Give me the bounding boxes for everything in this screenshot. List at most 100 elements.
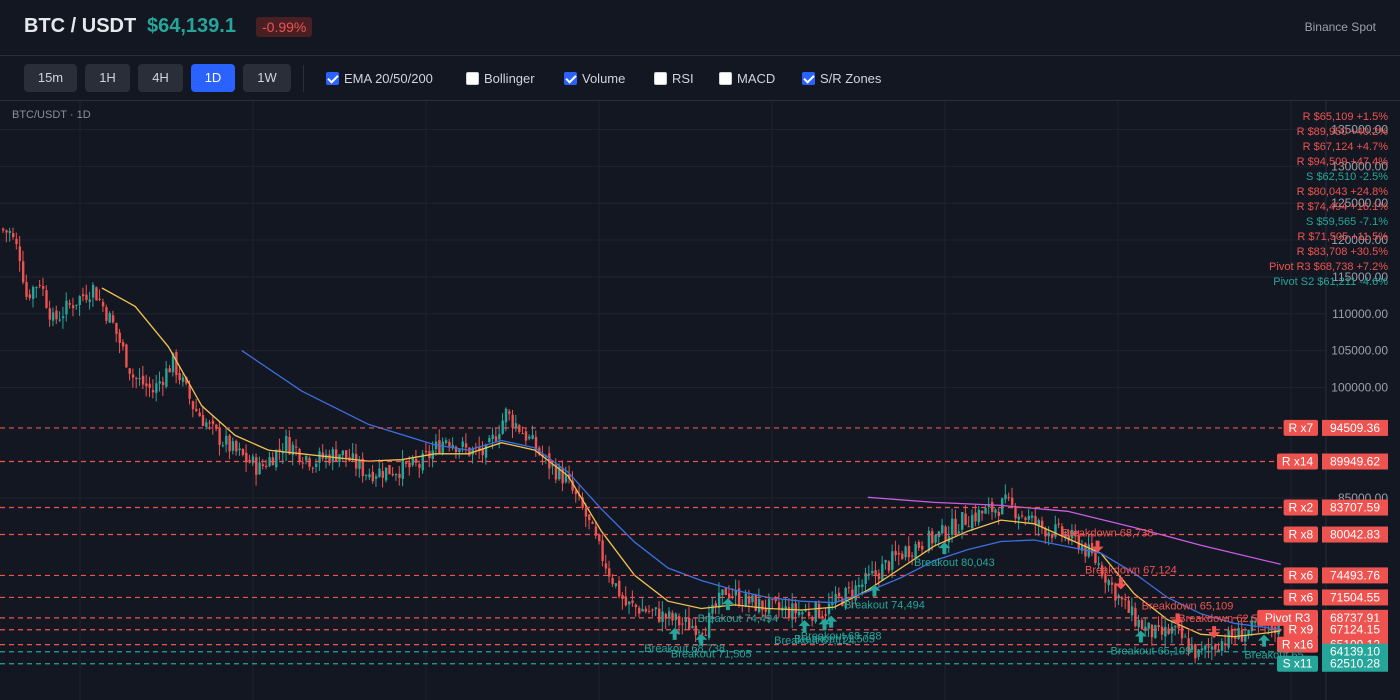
arrow-up-icon [825,615,838,628]
candle [145,374,148,397]
macd-checkbox[interactable] [719,72,732,85]
candle-body [757,598,761,613]
signal-label: Breakout 80,043 [914,557,995,569]
breakout-signal: Breakout 80,043 [914,542,995,569]
candle-body [837,592,841,597]
resistance-tag: R x7 [1288,421,1313,435]
candle-body [391,473,395,476]
candle-body [361,458,365,477]
level-list-item: R $89,950 +40.2% [1297,126,1389,138]
breakout-signal: Breakout 71,505 [671,633,752,661]
volume-checkbox[interactable] [564,72,577,85]
sr-zones-checkbox[interactable] [802,72,815,85]
candle [641,598,644,612]
candle-body [794,603,797,614]
toggle-macd[interactable]: MACD [719,71,775,86]
toggle-ema[interactable]: EMA 20/50/200 [326,71,433,86]
candle-body [35,287,38,289]
breakout-signal: Breakout 65 [1244,634,1304,662]
candle-body [971,514,974,529]
candle [697,629,701,643]
bollinger-checkbox[interactable] [466,72,479,85]
candle [771,598,774,609]
candle [1184,633,1187,638]
candle-body [721,589,724,596]
candle-body [248,459,251,463]
candle [148,376,151,397]
candle-body [664,613,668,619]
level-list-item: R $65,109 +1.5% [1303,111,1389,123]
candle [664,612,668,629]
candle [757,588,761,614]
candle [887,560,891,574]
candle-body [817,603,821,619]
y-tick-label: 100000.00 [1331,380,1388,394]
toggle-bollinger[interactable]: Bollinger [466,71,535,86]
timeframe-4h-button[interactable]: 4H [138,64,183,92]
candle-body [48,308,52,320]
candle [461,437,464,453]
candle-body [1060,526,1064,537]
candle-body [1244,635,1247,642]
candle [1084,542,1087,563]
timeframe-1w-button[interactable]: 1W [243,64,291,92]
timeframe-1h-button[interactable]: 1H [85,64,130,92]
candle-body [551,463,554,467]
candle [654,607,658,616]
candle-body [1117,595,1120,599]
candle [581,492,584,510]
candle-body [994,509,997,513]
candle-body [1217,649,1220,652]
candle-body [984,507,987,514]
candle-body [917,541,921,548]
candle [514,414,518,432]
rsi-checkbox[interactable] [654,72,667,85]
candle [867,565,871,581]
candle [704,627,708,637]
resistance-level: R x9 67124.15 [0,621,1388,638]
candle [191,400,195,418]
candle [1117,593,1120,605]
breakout-signal: Breakout 68,738 [644,627,725,655]
candle [761,600,764,618]
candle-body [921,545,924,550]
candle-body [997,511,1001,516]
candle-body [141,375,145,385]
candle [1057,518,1061,529]
arrow-up-icon [721,598,734,611]
candle-body [841,598,844,606]
candle [1004,484,1007,504]
toggle-rsi[interactable]: RSI [654,71,694,86]
candle [917,539,921,551]
candle [1157,616,1160,632]
candle [388,464,391,475]
toggle-volume[interactable]: Volume [564,71,625,86]
candle [368,468,371,480]
arrow-up-icon [868,584,881,597]
resistance-price: 83707.59 [1330,501,1380,515]
candle [235,439,238,456]
candle [238,442,241,456]
toggle-sr-zones[interactable]: S/R Zones [802,71,881,86]
candle-body [797,611,801,616]
resistance-price-bg [1322,621,1388,638]
level-list-item: R $74,494 +16.1% [1297,201,1389,213]
candle [1154,624,1157,639]
y-tick-label: 135000.00 [1331,123,1388,137]
level-list-item: R $83,708 +30.5% [1297,246,1389,258]
candle-body [1237,627,1240,639]
candle-body [1180,627,1184,639]
candle-body [847,587,851,589]
candle-body [618,580,621,597]
candle-body [804,610,807,612]
candle [131,368,135,388]
ema-checkbox[interactable] [326,72,339,85]
price-chart[interactable]: 150000.00145000.00140000.00135000.001300… [0,101,1400,700]
candle-body [561,467,564,484]
timeframe-15m-button[interactable]: 15m [24,64,77,92]
candle [325,449,328,469]
candle [281,443,285,465]
timeframe-1d-button[interactable]: 1D [191,64,235,92]
candle [341,450,345,461]
candle-body [205,422,208,428]
